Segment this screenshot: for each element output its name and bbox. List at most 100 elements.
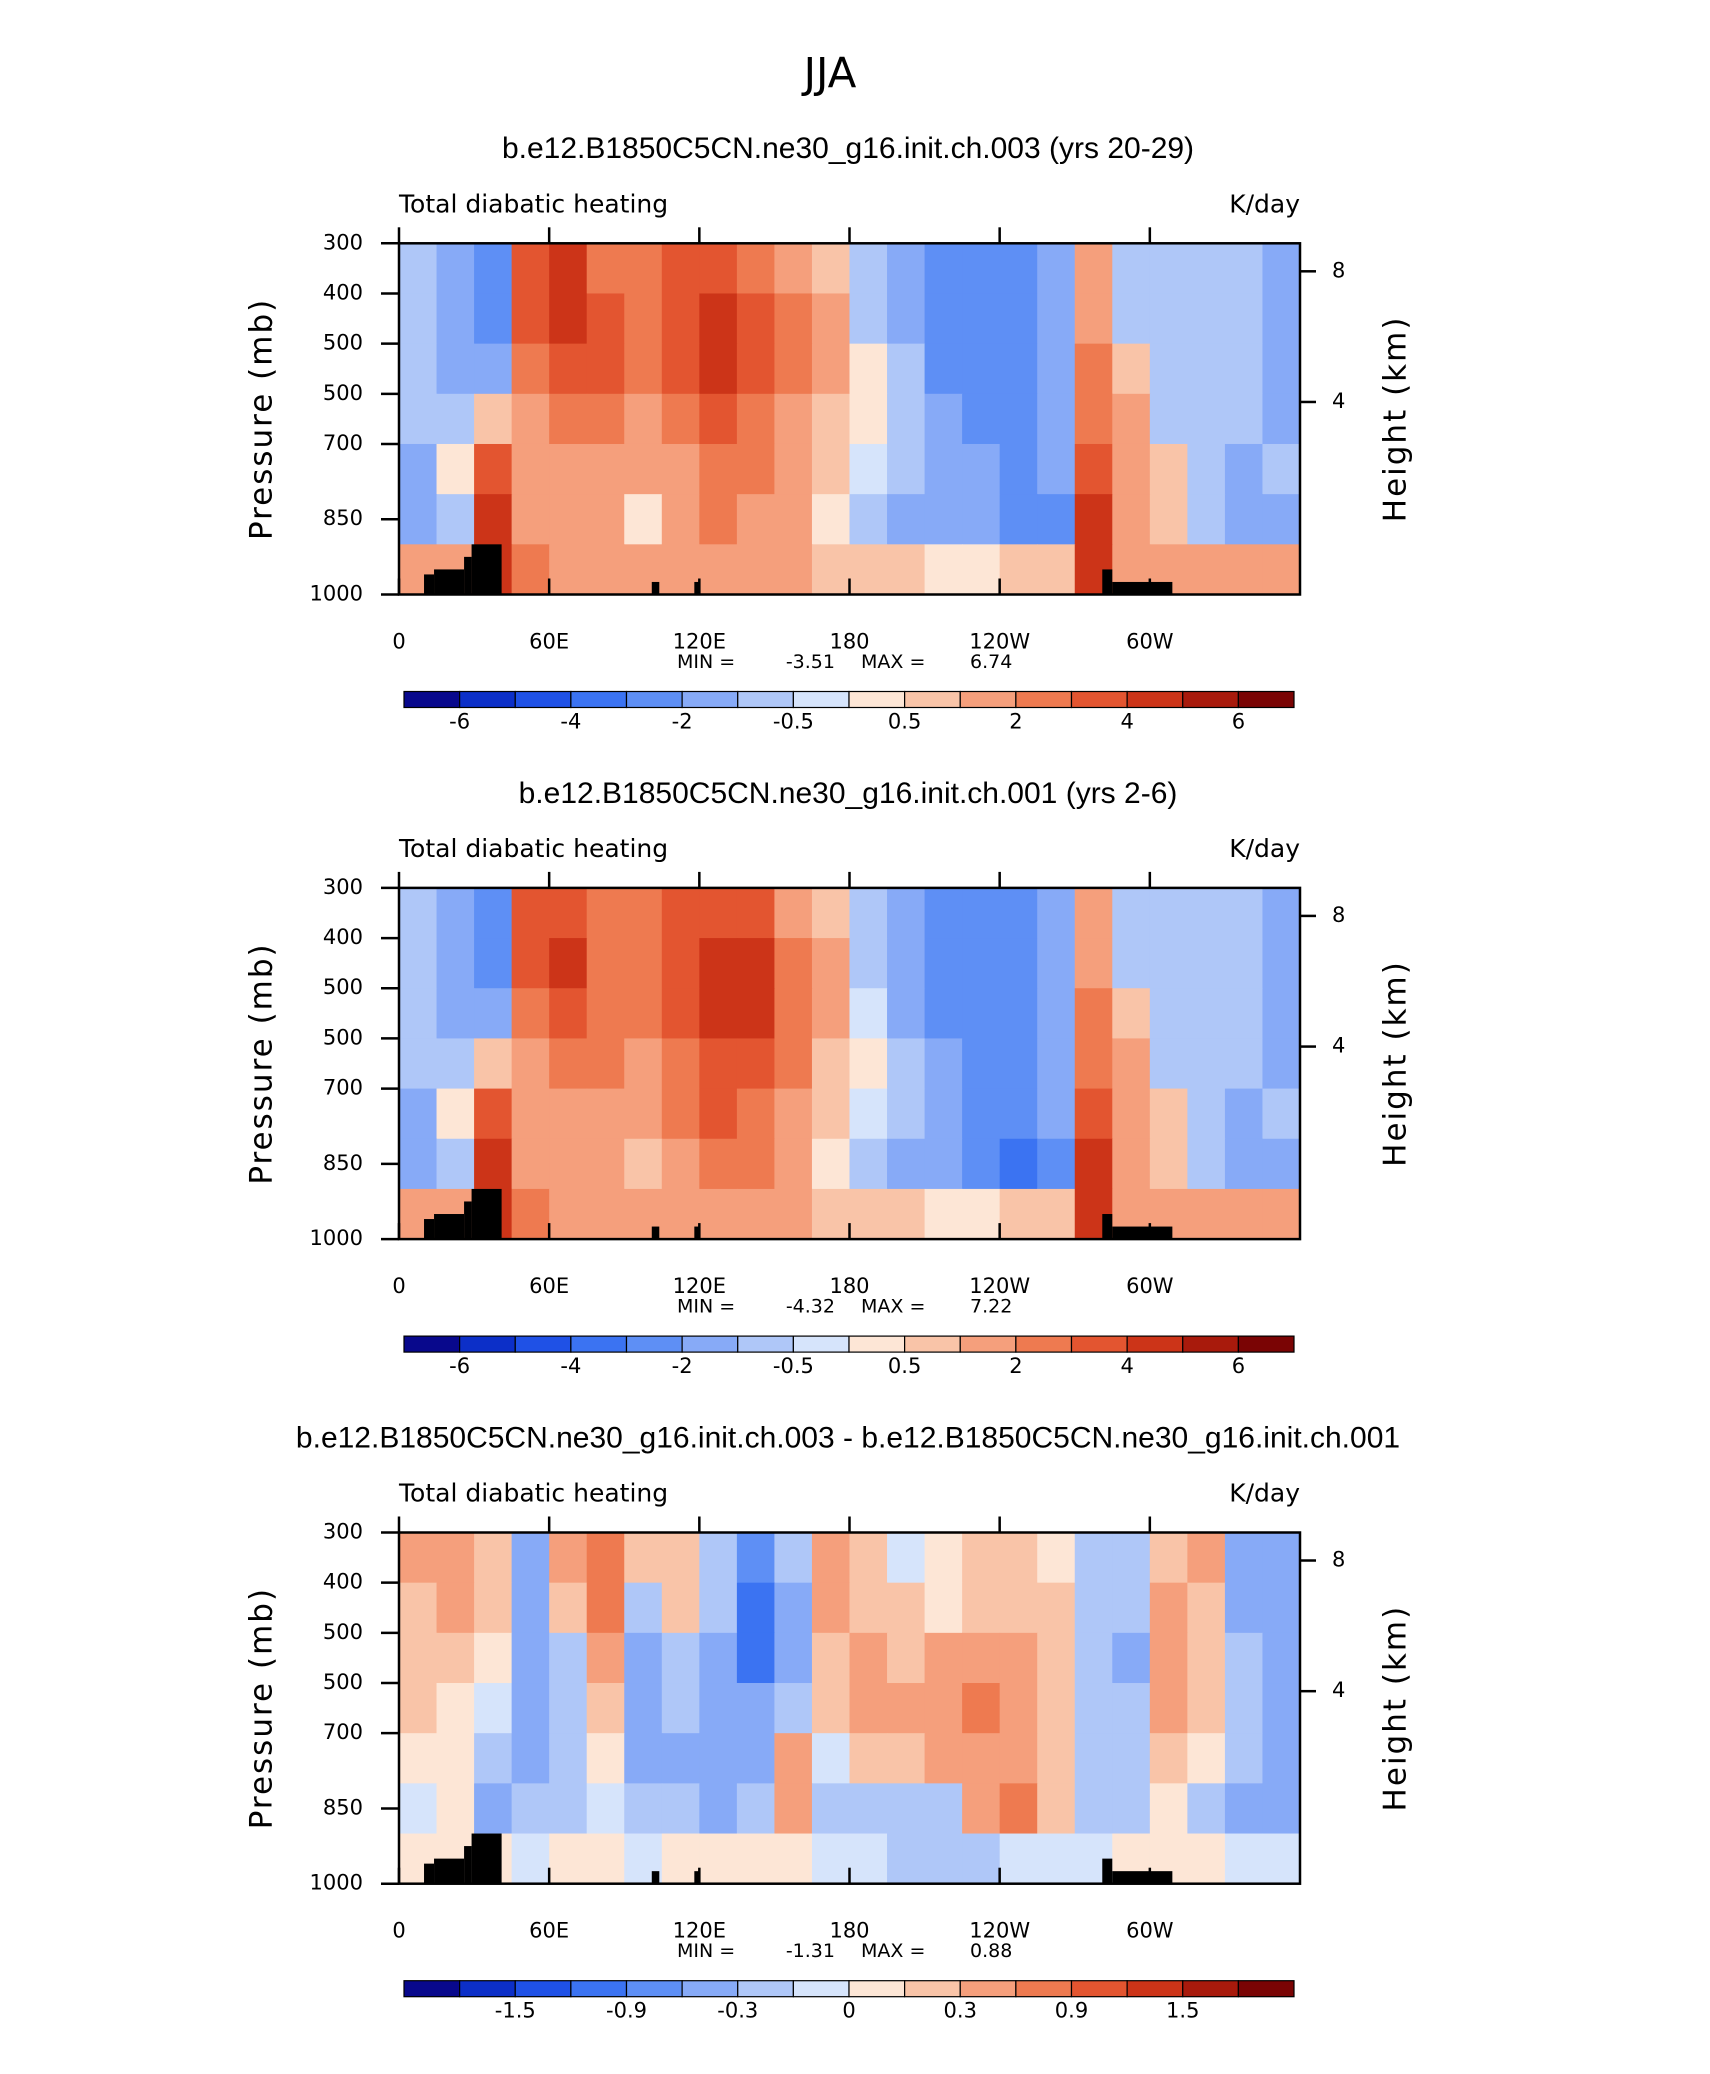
field-cell	[1262, 1733, 1300, 1784]
field-cell	[1262, 938, 1300, 989]
field-cell	[1224, 293, 1264, 345]
y-axis-label: Pressure (mb)	[244, 298, 280, 540]
field-cell	[661, 1632, 700, 1684]
terrain	[1102, 1214, 1113, 1240]
field-cell	[999, 988, 1038, 1040]
field-cell	[811, 1088, 851, 1140]
field-cell	[736, 1532, 776, 1584]
y-tick-label: 1000	[310, 1871, 363, 1895]
y-tick-label: 400	[323, 1570, 363, 1594]
field-cell	[511, 544, 550, 595]
field-cell	[661, 243, 700, 295]
colorbar-label: 0.5	[888, 710, 921, 734]
field-cell	[887, 293, 926, 345]
field-cell	[436, 343, 475, 395]
field-cell	[811, 393, 851, 445]
field-cell	[1037, 1733, 1076, 1784]
field-cell	[1074, 938, 1113, 989]
y-axis-label: Pressure (mb)	[244, 942, 280, 1184]
field-cell	[511, 938, 550, 989]
field-cell	[624, 938, 663, 989]
y-tick-label: 500	[323, 1670, 363, 1694]
field-cell	[586, 1733, 625, 1784]
colorbar-box	[1126, 1335, 1184, 1353]
field-cell	[399, 1683, 438, 1734]
colorbar-box	[904, 690, 961, 709]
field-cell	[661, 988, 700, 1040]
field-cell	[511, 1733, 550, 1784]
field-cell	[999, 243, 1038, 295]
field-cell	[661, 544, 700, 595]
field-cell	[887, 393, 926, 445]
field-cell	[1037, 938, 1076, 989]
field-cell	[699, 494, 738, 545]
field-cell	[474, 243, 513, 295]
field-cell	[811, 1783, 851, 1835]
colorbar-box	[1015, 1980, 1073, 1998]
field-cell	[699, 1582, 738, 1634]
field-cell	[1187, 887, 1226, 939]
field-cell	[962, 1733, 1001, 1784]
terrain	[1102, 1858, 1113, 1884]
field-cell	[999, 443, 1038, 495]
y2-tick-label: 8	[1332, 1548, 1345, 1572]
field-cell	[624, 1138, 663, 1190]
field-cell	[1224, 393, 1264, 445]
field-cell	[661, 343, 700, 395]
field-cell	[1037, 1683, 1076, 1734]
panel-title: b.e12.B1850C5CN.ne30_g16.init.ch.003 (yr…	[502, 132, 1194, 165]
field-cell	[1262, 1188, 1300, 1240]
terrain	[471, 1833, 502, 1884]
field-cell	[849, 544, 888, 595]
field-cell	[474, 1582, 513, 1634]
colorbar-box	[904, 1335, 961, 1353]
colorbar-box	[625, 1980, 683, 1998]
field-cell	[1074, 443, 1113, 495]
x-tick-label: 120W	[969, 1919, 1030, 1943]
min-label: MIN =	[677, 651, 735, 673]
field-cell	[887, 988, 926, 1040]
colorbar-box	[514, 1980, 572, 1998]
field-cell	[1112, 393, 1151, 445]
field-cell	[699, 1532, 738, 1584]
field-cell	[1112, 1632, 1151, 1684]
x-tick-label: 0	[392, 1274, 405, 1298]
field-cell	[962, 293, 1001, 345]
colorbar-box	[1182, 1335, 1239, 1353]
field-cell	[586, 1783, 625, 1835]
field-cell	[811, 1683, 851, 1734]
field-cell	[887, 1138, 926, 1190]
field-cell	[924, 243, 963, 295]
x-tick-label: 60W	[1126, 1919, 1174, 1943]
colorbar-label: -2	[672, 1354, 693, 1378]
field-cell	[436, 443, 475, 495]
panel: b.e12.B1850C5CN.ne30_g16.init.ch.003 - b…	[244, 1421, 1414, 2022]
field-cell	[1224, 1188, 1264, 1240]
y2-tick-label: 8	[1332, 258, 1345, 282]
field-cell	[1187, 393, 1226, 445]
field-cell	[811, 343, 851, 395]
field-cell	[1112, 494, 1151, 545]
field-cell	[436, 1038, 475, 1090]
terrain	[651, 1871, 660, 1884]
field-cell	[1074, 1733, 1113, 1784]
colorbar-box	[625, 1335, 683, 1353]
field-cell	[549, 1582, 588, 1634]
field-cell	[661, 1683, 700, 1734]
field-cell	[661, 1038, 700, 1090]
y-tick-label: 500	[323, 331, 363, 355]
field-cell	[1224, 343, 1264, 395]
field-cell	[1262, 393, 1300, 445]
field-cell	[887, 1088, 926, 1140]
field-cell	[1074, 1088, 1113, 1140]
y-tick-label: 500	[323, 381, 363, 405]
field-cell	[1112, 343, 1151, 395]
field-cell	[399, 1532, 438, 1584]
field-cell	[436, 393, 475, 445]
field-cell	[774, 1038, 813, 1090]
field-cell	[511, 243, 550, 295]
colorbar-label: -4	[560, 710, 581, 734]
field-cell	[624, 393, 663, 445]
field-cell	[1149, 494, 1188, 545]
field-cell	[811, 1038, 851, 1090]
